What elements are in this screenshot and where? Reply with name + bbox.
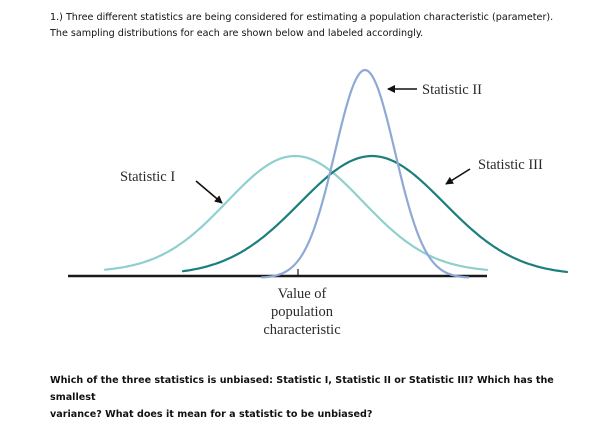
statistic-ii-label: Statistic II: [422, 82, 482, 98]
statistic-ii-curve: [260, 69, 470, 279]
intro-line-2: The sampling distributions for each are …: [50, 28, 424, 39]
value-label-line-3: characteristic: [263, 322, 340, 338]
sampling-distributions-figure: Statistic II Statistic I Statistic III V…: [68, 69, 569, 338]
question-text: Which of the three statistics is unbiase…: [50, 372, 580, 423]
problem-intro: 1.) Three different statistics are being…: [50, 10, 590, 42]
statistic-iii-curve: [181, 154, 569, 274]
intro-line-1: 1.) Three different statistics are being…: [50, 12, 554, 23]
question-line-2: variance? What does it mean for a statis…: [50, 409, 373, 420]
statistic-i-label: Statistic I: [120, 169, 175, 185]
question-line-1: Which of the three statistics is unbiase…: [50, 375, 554, 403]
statistic-iii-label: Statistic III: [478, 157, 543, 173]
value-label-line-1: Value of: [278, 286, 327, 302]
statistic-i-arrow: [195, 180, 223, 204]
statistic-iii-arrow: [445, 168, 471, 185]
statistic-i-curve: [103, 154, 489, 271]
value-label-line-2: population: [271, 304, 334, 320]
